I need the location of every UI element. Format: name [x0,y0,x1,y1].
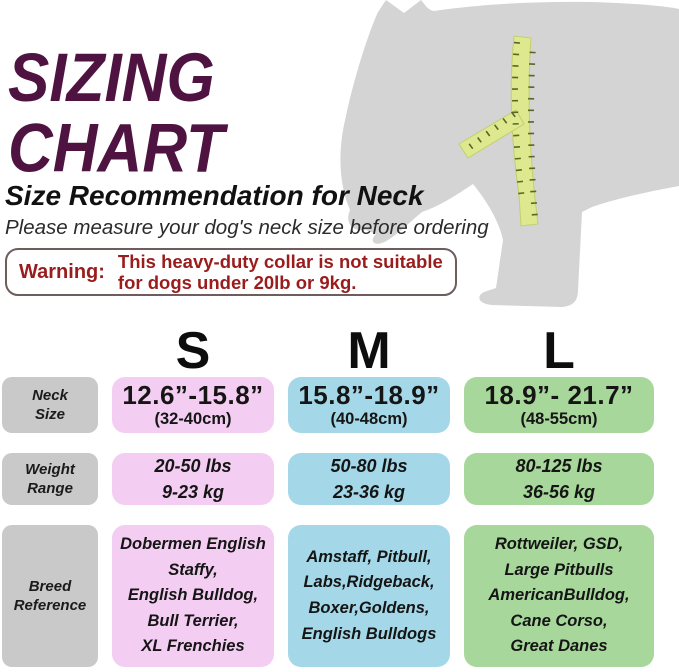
size-header-row: S M L [2,322,670,380]
neck-size-s-cm: (32-40cm) [154,409,232,428]
measure-note: Please measure your dog's neck size befo… [5,216,489,239]
warning-label: Warning: [19,260,105,283]
subtitle: Size Recommendation for Neck [5,180,424,211]
weight-range-row: Weight Range 20-50 lbs 9-23 kg 50-80 lbs… [2,453,670,506]
page-title-line1: SIZING [8,40,215,117]
weight-l-cell: 80-125 lbs 36-56 kg [464,453,654,506]
neck-size-s-cell: 12.6”-15.8” (32-40cm) [112,377,274,433]
row-label-neck-size: Neck Size [2,377,98,433]
header-size-m: M [347,322,391,380]
dog-silhouette-icon [340,0,679,307]
neck-size-m-cm: (40-48cm) [330,409,408,428]
row-label-weight-range: Weight Range [2,453,98,506]
page-title: SIZING CHART [8,40,224,187]
neck-size-l-cm: (48-55cm) [520,409,598,428]
neck-size-m-cell: 15.8”-18.9” (40-48cm) [288,377,450,433]
size-table: S M L Neck Size 12.6”-15.8” (32-40cm) 15… [2,322,670,667]
warning-text: This heavy-duty collar is not suitable f… [117,250,443,293]
header-size-l: L [543,322,575,380]
measuring-tape-icon [458,35,539,227]
breed-m-cell: Amstaff, Pitbull, Labs,Ridgeback, Boxer,… [288,525,450,667]
neck-size-l-cell: 18.9”- 21.7” (48-55cm) [464,377,654,433]
warning-box: Warning: This heavy-duty collar is not s… [5,248,457,296]
page-title-line2: CHART [8,111,224,187]
dog-illustration [330,0,679,318]
neck-size-m-inches: 15.8”-18.9” [298,380,440,411]
row-label-breed-reference: Breed Reference [2,525,98,667]
weight-m-cell: 50-80 lbs 23-36 kg [288,453,450,506]
neck-size-l-inches: 18.9”- 21.7” [484,380,634,411]
breed-reference-row: Breed Reference Dobermen English Staffy,… [2,525,670,667]
neck-size-s-inches: 12.6”-15.8” [122,380,264,411]
header-spacer [2,328,98,374]
header-size-s: S [175,322,211,380]
breed-l-cell: Rottweiler, GSD, Large Pitbulls American… [464,525,654,667]
weight-s-cell: 20-50 lbs 9-23 kg [112,453,274,506]
neck-size-row: Neck Size 12.6”-15.8” (32-40cm) 15.8”-18… [2,377,670,433]
breed-s-cell: Dobermen English Staffy, English Bulldog… [112,525,274,667]
